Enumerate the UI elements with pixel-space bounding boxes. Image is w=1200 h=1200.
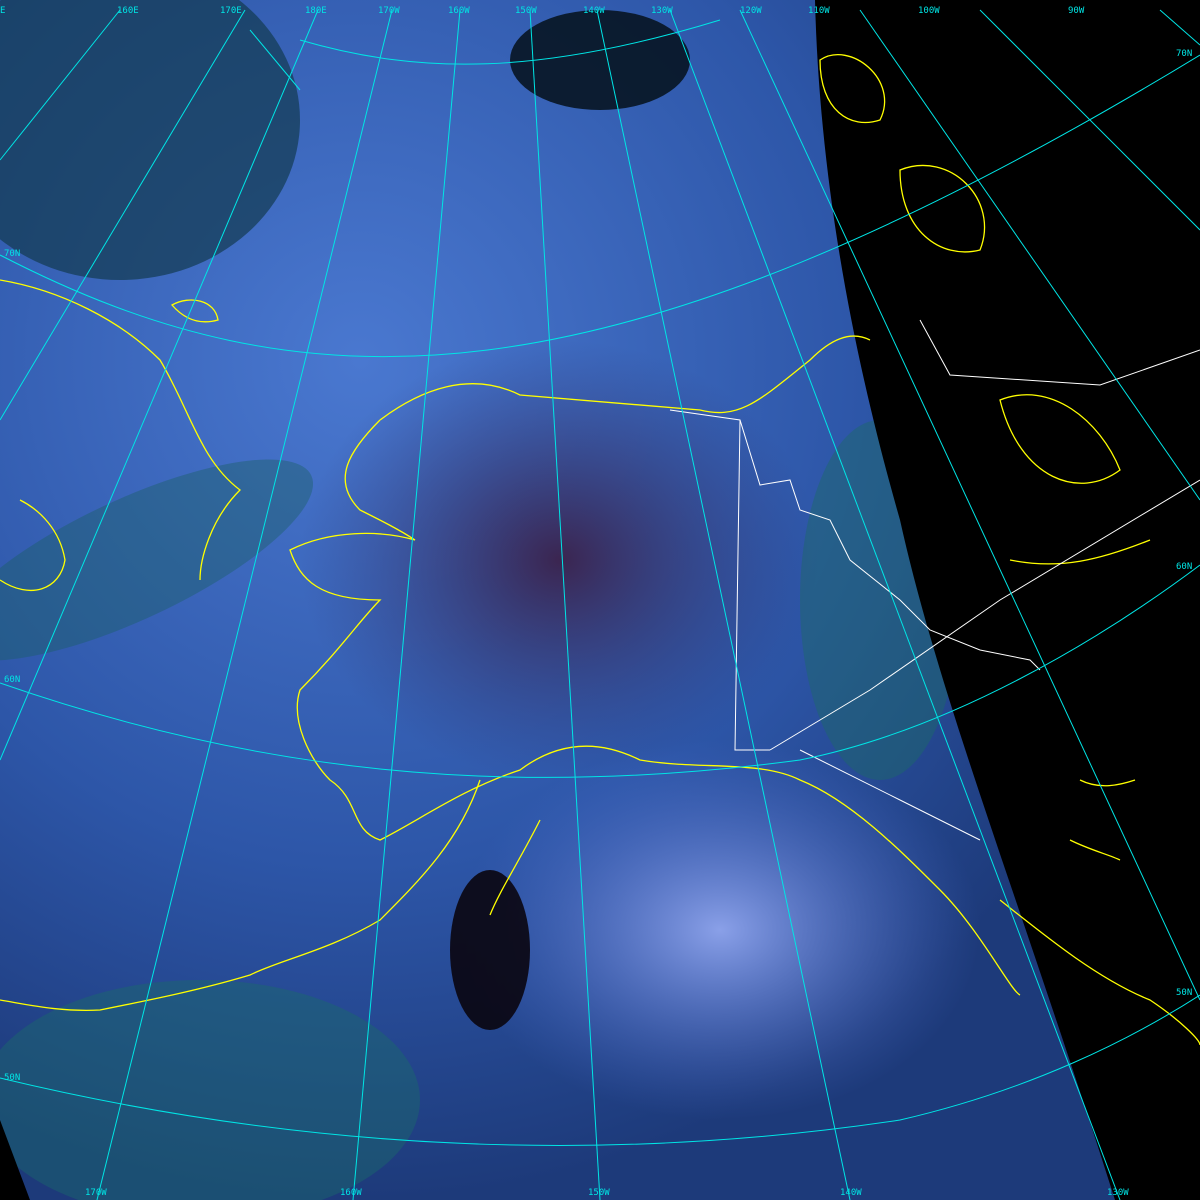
right-label: 70N [1176, 49, 1192, 59]
no-data-corner [0, 1120, 30, 1200]
bottom-label: 130W [1107, 1188, 1129, 1198]
top-label: 170E [220, 6, 242, 16]
bottom-label: 150W [588, 1188, 610, 1198]
left-label: 50N [4, 1073, 20, 1083]
top-label: 150W [515, 6, 537, 16]
parallel-top [299, 19, 721, 65]
graticule-labels: E 160E 170E 180E 170W 160W 150W 140W 130… [0, 6, 1192, 1198]
right-label: 60N [1176, 562, 1192, 572]
no-data-region [815, 0, 1200, 1200]
right-label: 50N [1176, 988, 1192, 998]
left-label: 70N [4, 249, 20, 259]
top-label: E [0, 6, 5, 16]
top-label: 90W [1068, 6, 1085, 16]
top-label: 180E [305, 6, 327, 16]
top-label: 130W [651, 6, 673, 16]
top-label: 160E [117, 6, 139, 16]
top-label: 170W [378, 6, 400, 16]
parallel-70n [0, 54, 1200, 358]
bottom-label: 160W [340, 1188, 362, 1198]
left-label: 60N [4, 675, 20, 685]
top-label: 110W [808, 6, 830, 16]
parallel-50n [0, 994, 1200, 1146]
borders [669, 319, 1200, 841]
coastlines [0, 54, 1200, 1046]
bottom-label: 170W [85, 1188, 107, 1198]
bottom-label: 140W [840, 1188, 862, 1198]
parallel-60n [0, 564, 1200, 778]
top-label: 100W [918, 6, 940, 16]
graticule [0, 9, 1200, 1200]
top-label: 120W [740, 6, 762, 16]
top-label: 160W [448, 6, 470, 16]
top-label: 140W [583, 6, 605, 16]
